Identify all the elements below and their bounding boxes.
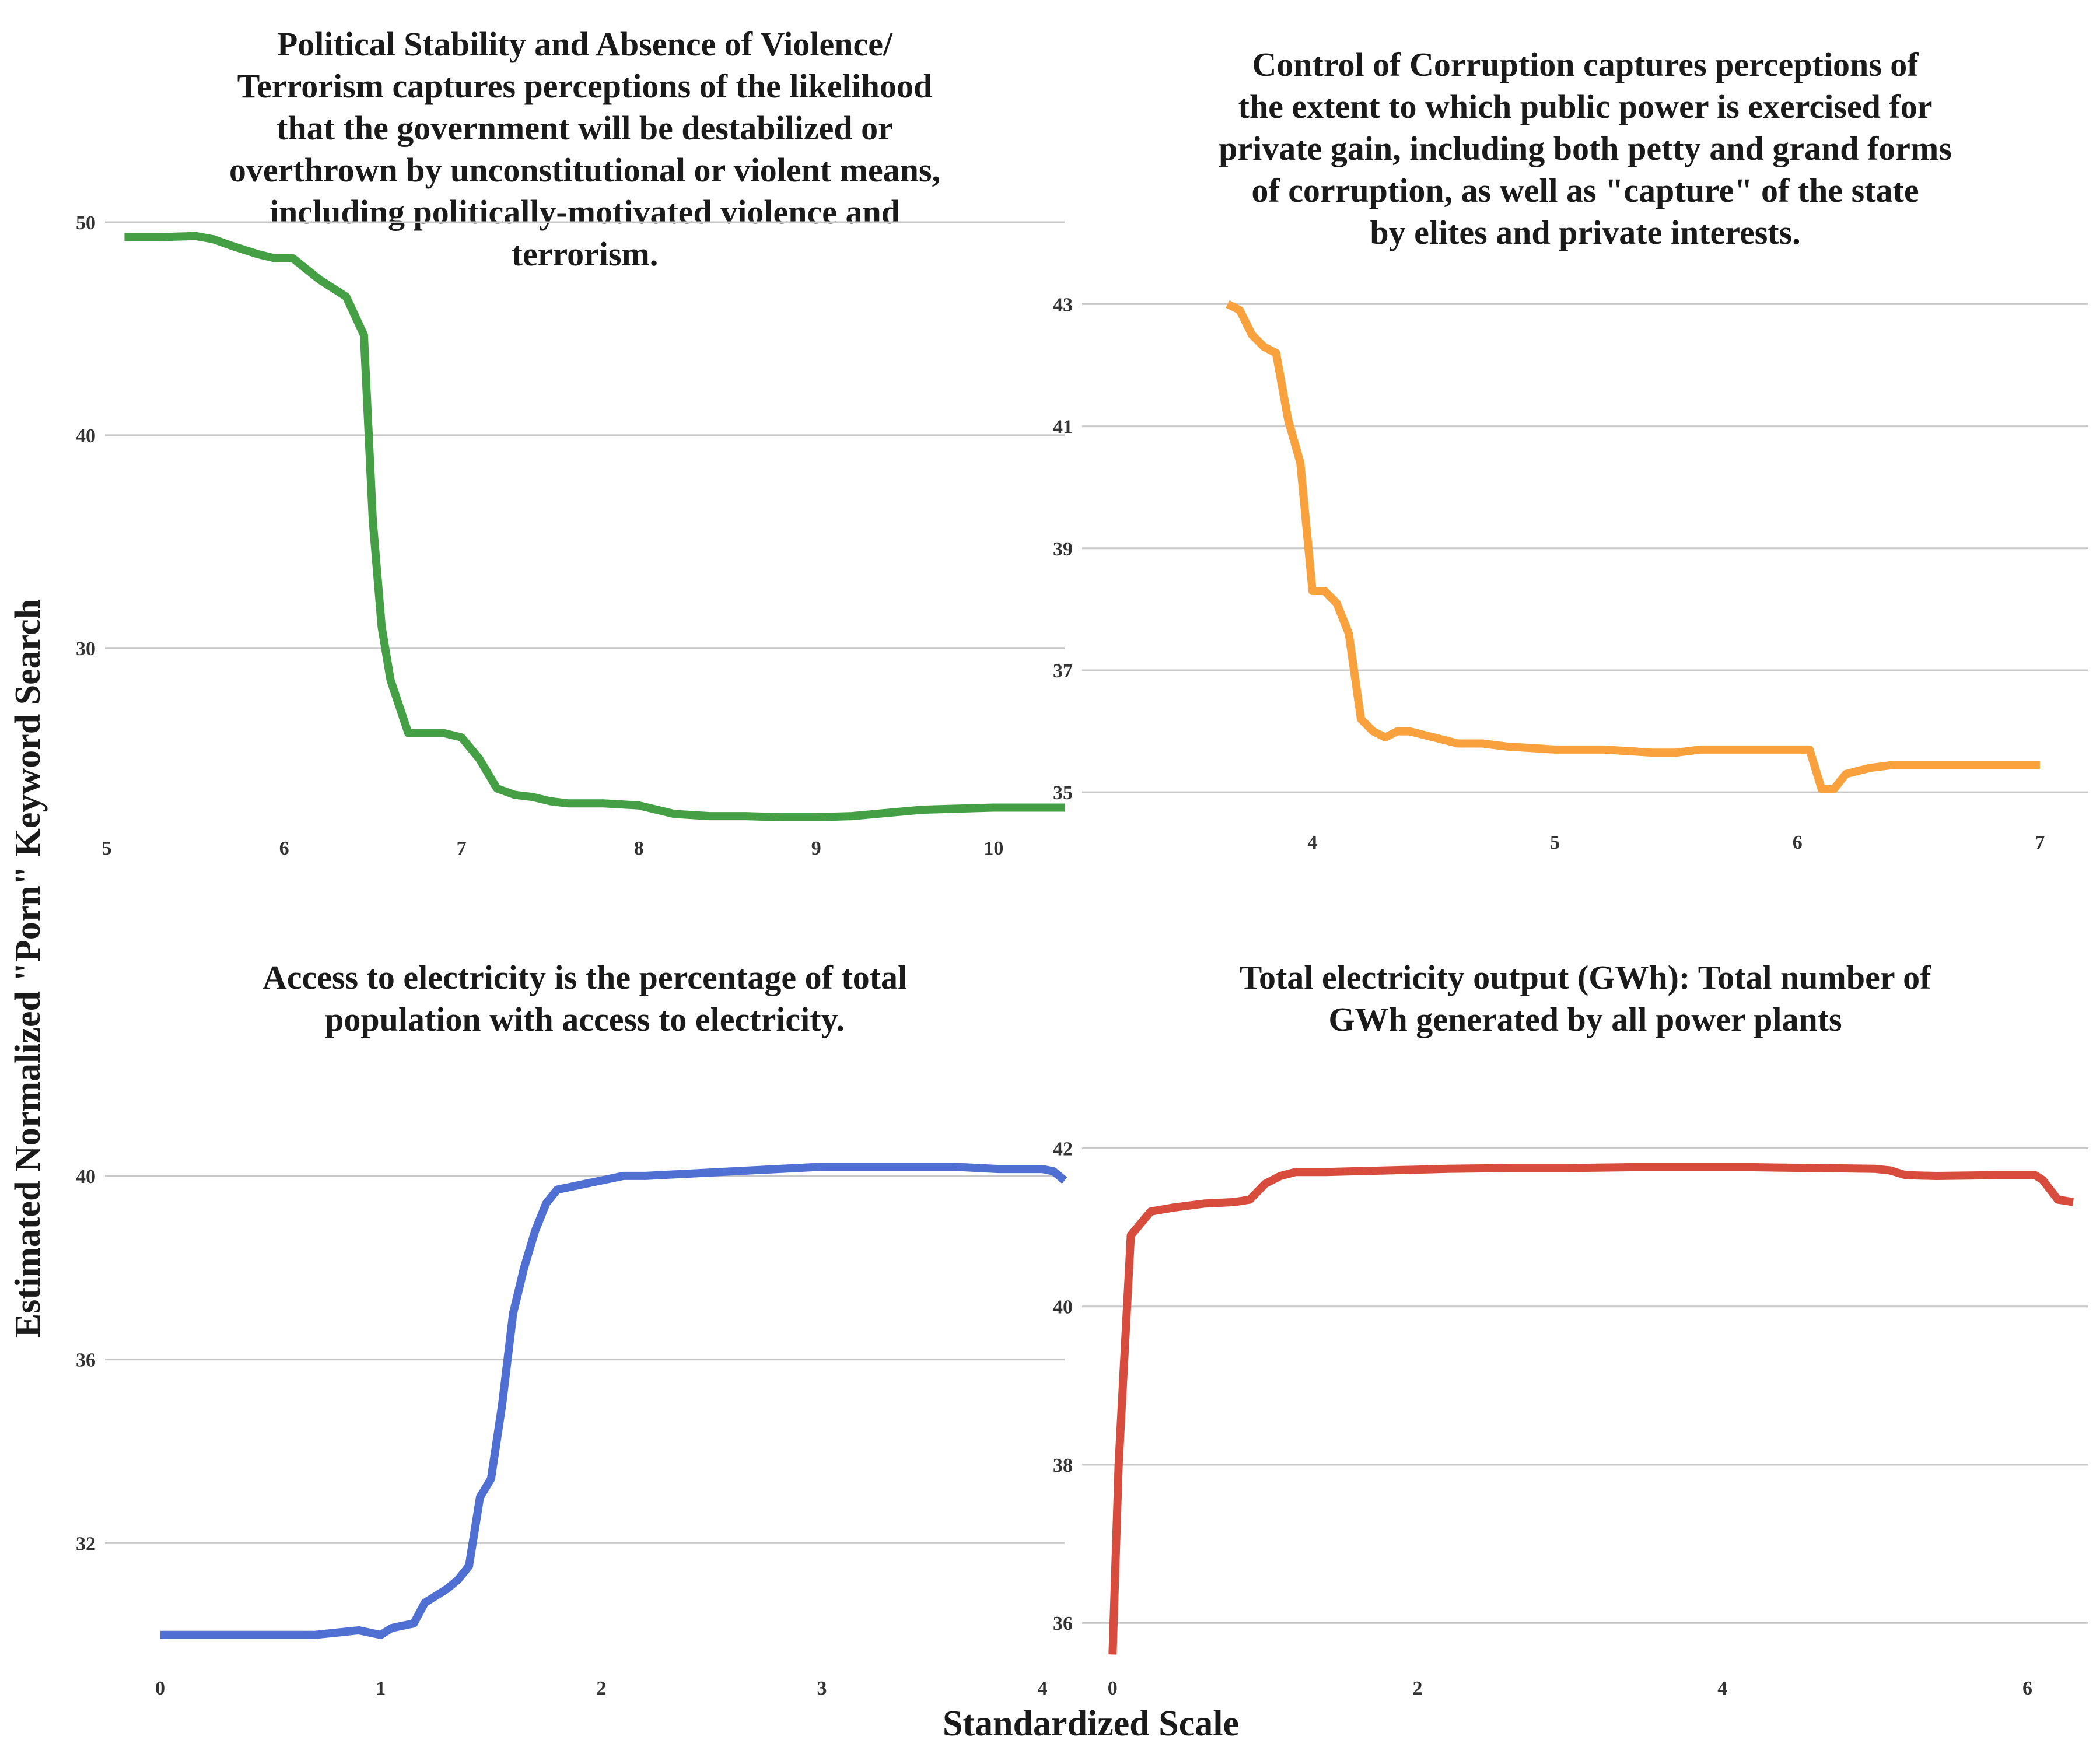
y-tick-label: 42 [1053,1138,1073,1160]
series-line [124,232,1065,821]
y-tick-label: 30 [76,638,96,660]
x-tick-label: 2 [1413,1678,1423,1699]
chart-panel-4: Total electricity output (GWh): Total nu… [1053,958,2088,1699]
panel-title-line: Control of Corruption captures perceptio… [1252,46,1919,83]
panel-title-line: Political Stability and Absence of Viole… [277,25,893,63]
y-tick-label: 40 [1053,1297,1073,1318]
x-tick-label: 2 [596,1678,606,1699]
y-tick-label: 38 [1053,1455,1073,1476]
series-line [1108,1163,2074,1655]
y-tick-label: 36 [1053,1613,1073,1634]
panel-title-line: that the government will be destabilized… [276,109,893,147]
x-axis-title: Standardized Scale [943,1704,1239,1744]
chart-panel-1: Political Stability and Absence of Viole… [76,25,1065,859]
x-tick-label: 6 [2022,1678,2032,1699]
y-axis-title: Estimated Normalized "Porn" Keyword Sear… [8,599,48,1338]
x-tick-label: 5 [1550,832,1560,853]
y-tick-label: 37 [1053,660,1073,682]
panel-title-line: overthrown by unconstitutional or violen… [229,151,940,189]
panel-title-line: Terrorism captures perceptions of the li… [237,67,933,105]
series-line [160,1163,1068,1639]
x-tick-label: 4 [1717,1678,1727,1699]
panel-title-line: population with access to electricity. [325,1000,845,1038]
y-tick-label: 32 [76,1533,96,1555]
y-tick-label: 36 [76,1350,96,1371]
x-tick-label: 3 [817,1678,827,1699]
x-tick-label: 4 [1307,832,1317,853]
y-tick-label: 35 [1053,782,1073,804]
x-tick-label: 5 [102,838,112,859]
chart-panel-3: Access to electricity is the percentage … [76,958,1068,1699]
series-line [1226,300,2040,793]
x-tick-label: 7 [2035,832,2045,853]
panel-title-line: by elites and private interests. [1370,214,1800,251]
chart-panels: Political Stability and Absence of Viole… [76,25,2088,1699]
x-tick-label: 10 [984,838,1003,859]
x-tick-label: 6 [279,838,289,859]
x-tick-label: 1 [376,1678,386,1699]
y-tick-label: 39 [1053,538,1073,560]
panel-title-line: of corruption, as well as "capture" of t… [1251,172,1919,209]
panel-title-line: Access to electricity is the percentage … [262,958,907,996]
x-tick-label: 9 [811,838,821,859]
panel-title-line: including politically-motivated violence… [270,193,900,231]
y-tick-label: 40 [76,1166,96,1188]
y-tick-label: 41 [1053,416,1073,438]
panel-title-line: the extent to which public power is exer… [1238,88,1933,125]
x-tick-label: 6 [1793,832,1803,853]
x-tick-label: 0 [1108,1678,1118,1699]
x-tick-label: 0 [155,1678,165,1699]
x-tick-label: 8 [634,838,644,859]
panel-title-line: Total electricity output (GWh): Total nu… [1240,958,1931,996]
panel-title-line: private gain, including both petty and g… [1219,130,1952,167]
y-tick-label: 50 [76,212,96,234]
x-tick-label: 4 [1038,1678,1048,1699]
x-tick-label: 7 [457,838,467,859]
chart-panel-2: Control of Corruption captures perceptio… [1053,46,2088,853]
y-tick-label: 43 [1053,294,1073,316]
panel-title-line: GWh generated by all power plants [1328,1000,1842,1038]
panel-title-line: terrorism. [512,235,659,273]
y-tick-label: 40 [76,425,96,447]
